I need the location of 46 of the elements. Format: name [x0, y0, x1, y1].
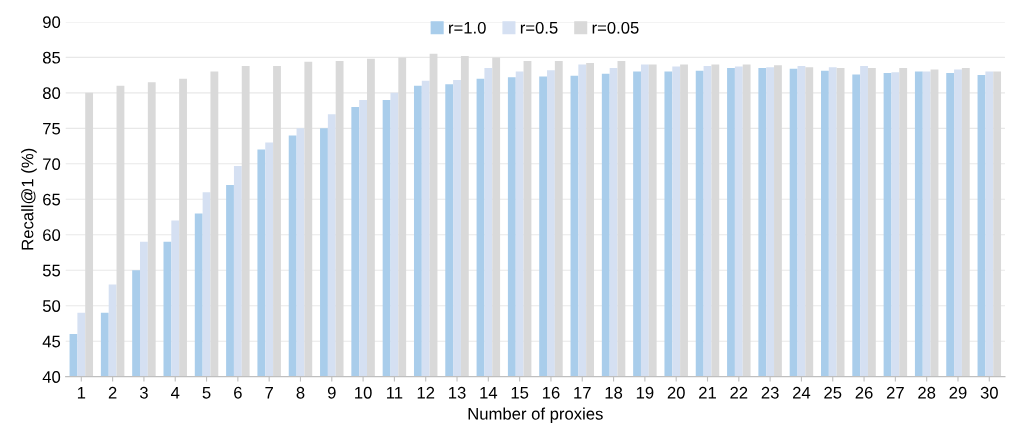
- x-tick-label: 5: [202, 387, 211, 399]
- x-tick-label: 28: [918, 386, 936, 399]
- x-tick-label: 24: [793, 386, 811, 399]
- y-tick-label: 70: [43, 158, 61, 171]
- x-tick-label: 15: [511, 387, 529, 399]
- y-tick-label: 40: [42, 371, 61, 383]
- y-tick-label: 80: [42, 87, 61, 100]
- x-tick-label: 10: [355, 386, 372, 399]
- x-tick-label: 4: [170, 387, 180, 399]
- y-tick-label: 90: [43, 16, 61, 29]
- y-axis-title: Recall@1 (%): [21, 148, 37, 250]
- y-tick-label: 50: [42, 300, 61, 312]
- x-tick-label: 6: [234, 386, 242, 399]
- x-tick-label: 7: [265, 387, 273, 399]
- x-tick-label: 30: [980, 386, 998, 399]
- x-tick-label: 22: [730, 386, 748, 399]
- y-tick-label: 55: [42, 264, 61, 277]
- y-tick-label: 45: [42, 335, 61, 348]
- x-tick-label: 1: [77, 387, 86, 399]
- legend-label: r=0.5: [520, 21, 558, 34]
- x-tick-label: 11: [387, 387, 403, 399]
- x-tick-label: 21: [699, 386, 716, 399]
- y-tick-label: 60: [43, 229, 61, 241]
- x-tick-label: 12: [417, 386, 435, 399]
- y-tick-label: 85: [42, 51, 61, 64]
- x-tick-label: 17: [574, 387, 591, 399]
- x-tick-label: 13: [449, 386, 466, 399]
- x-tick-label: 25: [824, 386, 842, 399]
- x-tick-label: 2: [108, 386, 117, 399]
- x-tick-label: 18: [605, 386, 623, 399]
- legend-label: r=0.05: [592, 21, 639, 34]
- x-tick-label: 19: [636, 386, 654, 399]
- x-tick-label: 27: [886, 386, 904, 399]
- x-tick-label: 3: [139, 386, 148, 399]
- x-tick-label: 9: [327, 386, 336, 399]
- x-axis-title: Number of proxies: [468, 407, 603, 424]
- x-tick-label: 29: [949, 386, 967, 399]
- x-tick-label: 23: [761, 386, 779, 399]
- y-tick-label: 65: [43, 193, 61, 206]
- x-tick-label: 8: [296, 386, 305, 399]
- x-tick-label: 26: [855, 386, 873, 399]
- legend-label: r=1.0: [449, 21, 486, 34]
- x-tick-label: 20: [667, 386, 685, 399]
- y-tick-label: 75: [43, 122, 61, 135]
- x-tick-label: 14: [480, 387, 498, 399]
- x-tick-label: 16: [542, 386, 560, 399]
